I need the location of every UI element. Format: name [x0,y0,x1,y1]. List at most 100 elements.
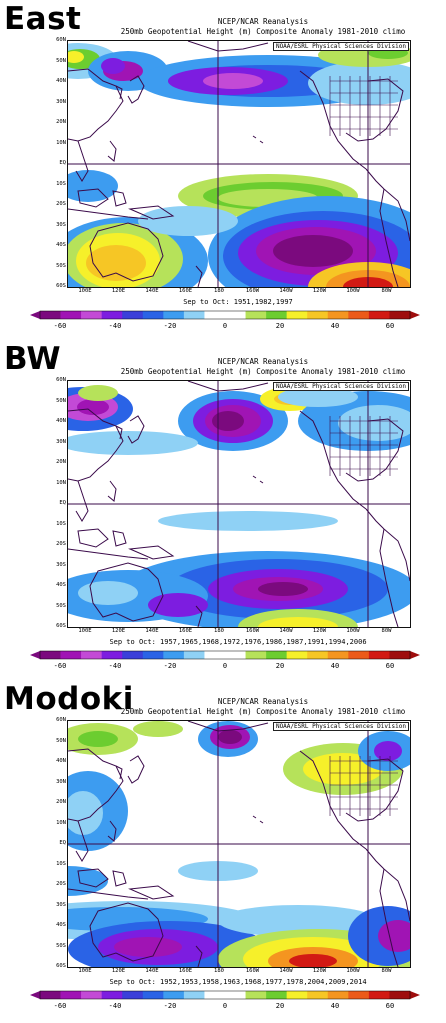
colorbar-label: 0 [222,1002,228,1010]
colorbar-label: -40 [108,662,122,670]
latitude-label: 10N [56,139,66,146]
colorbar-swatch [225,991,246,999]
chart-subtitle: 250mb Geopotential Height (m) Composite … [120,27,406,36]
colorbar-label: -20 [163,1002,177,1010]
longitude-label: 120E [111,968,126,974]
latitude-label: 20N [56,119,66,125]
colorbar-swatch [60,651,82,659]
colorbar-swatch [163,651,185,659]
chart-title: NCEP/NCAR Reanalysis [217,357,309,366]
latitude-label: 30S [56,561,66,568]
colorbar-swatch [101,311,123,319]
colorbar-swatch [348,991,370,999]
colorbar-swatch [81,651,102,659]
colorbar-arrow-right [410,311,420,319]
panel-modoki: Modoki NCEP/NCAR Reanalysis 250mb Geopot… [0,680,446,1020]
colorbar-swatch [225,311,246,319]
colorbar-swatch [60,311,82,319]
longitude-label: 100E [78,968,92,974]
latitude-label: EQ [59,500,66,506]
longitude-label: 100E [78,628,92,634]
latitude-label: 40S [56,242,66,248]
colorbar-swatch [101,991,123,999]
colorbar-swatch [122,311,144,319]
composite-years: Sep to Oct: 1957,1965,1968,1972,1976,198… [109,638,367,646]
latitude-label: 40N [56,418,66,424]
latitude-label: 10S [56,860,66,867]
colorbar-label: 0 [222,662,228,670]
panel-east: East NCEP/NCAR Reanalysis 250mb Geopoten… [0,0,446,340]
latitude-label: 40S [56,582,66,588]
colorbar-arrow-left [30,991,40,999]
composite-years: Sep to Oct: 1951,1982,1997 [183,298,293,306]
latitude-label: 20S [56,881,66,887]
colorbar-swatch [368,991,390,999]
colorbar [30,310,420,320]
latitude-label: 20N [56,459,66,465]
latitude-label: 20S [56,541,66,547]
latitude-label: 30N [56,438,66,445]
colorbar-swatch [204,991,226,999]
colorbar-swatch [40,311,61,319]
colorbar-swatch [389,651,411,659]
colorbar-swatch [122,651,144,659]
panel-bw: BW NCEP/NCAR Reanalysis 250mb Geopotenti… [0,340,446,680]
latitude-label: EQ [59,160,66,166]
anomaly-map: NOAA/ESRL Physical Sciences Division [67,720,411,968]
longitude-label: 120W [312,288,327,294]
latitude-label: 60N [56,377,66,383]
colorbar-swatch [245,311,267,319]
latitude-label: 30N [56,98,66,105]
longitude-label: 160W [245,628,260,634]
longitude-label: 120W [312,628,327,634]
longitude-label: 100W [346,628,360,634]
colorbar-swatch [389,991,411,999]
latitude-label: 50S [56,262,66,269]
colorbar-swatch [327,991,349,999]
chart-subtitle: 250mb Geopotential Height (m) Composite … [120,707,406,716]
latitude-label: 30S [56,901,66,908]
colorbar-swatch [245,651,267,659]
latitude-label: 20S [56,201,66,207]
colorbar-label: 20 [275,1002,285,1010]
longitude-label: 140W [279,288,293,294]
colorbar-swatch [122,991,144,999]
longitude-label: 180 [214,968,224,974]
longitude-label: 100W [346,288,360,294]
colorbar-swatch [142,991,164,999]
chart-title: NCEP/NCAR Reanalysis [217,17,309,26]
latitude-label: 50N [56,737,66,744]
colorbar-swatch [368,311,390,319]
colorbar-swatch [286,311,308,319]
longitude-label: 140E [145,628,159,634]
colorbar-label: 60 [385,1002,395,1010]
colorbar-swatch [368,651,390,659]
longitude-label: 140W [279,628,293,634]
longitude-label: 160E [178,628,193,634]
longitude-label: 140W [279,968,293,974]
latitude-label: EQ [59,840,66,846]
longitude-label: 180 [214,628,224,634]
colorbar-swatch [142,651,164,659]
latitude-label: 60S [56,623,66,629]
colorbar-label: 40 [330,1002,340,1010]
colorbar-swatch [245,991,267,999]
contour-fields [68,381,410,627]
colorbar-swatch [307,991,329,999]
colorbar-swatch [225,651,246,659]
chart-title: NCEP/NCAR Reanalysis [217,697,309,706]
colorbar-label: -60 [53,662,67,670]
colorbar [30,650,420,660]
latitude-label: 40N [56,758,66,764]
colorbar-swatch [101,651,123,659]
longitude-label: 180 [214,288,224,294]
longitude-label: 80W [381,628,392,634]
latitude-label: 50S [56,602,66,609]
longitude-label: 80W [381,288,392,294]
colorbar-swatch [286,991,308,999]
colorbar-label: -60 [53,1002,67,1010]
longitude-label: 100W [346,968,360,974]
latitude-label: 20N [56,799,66,805]
colorbar-swatch [204,651,226,659]
longitude-label: 140E [145,288,159,294]
